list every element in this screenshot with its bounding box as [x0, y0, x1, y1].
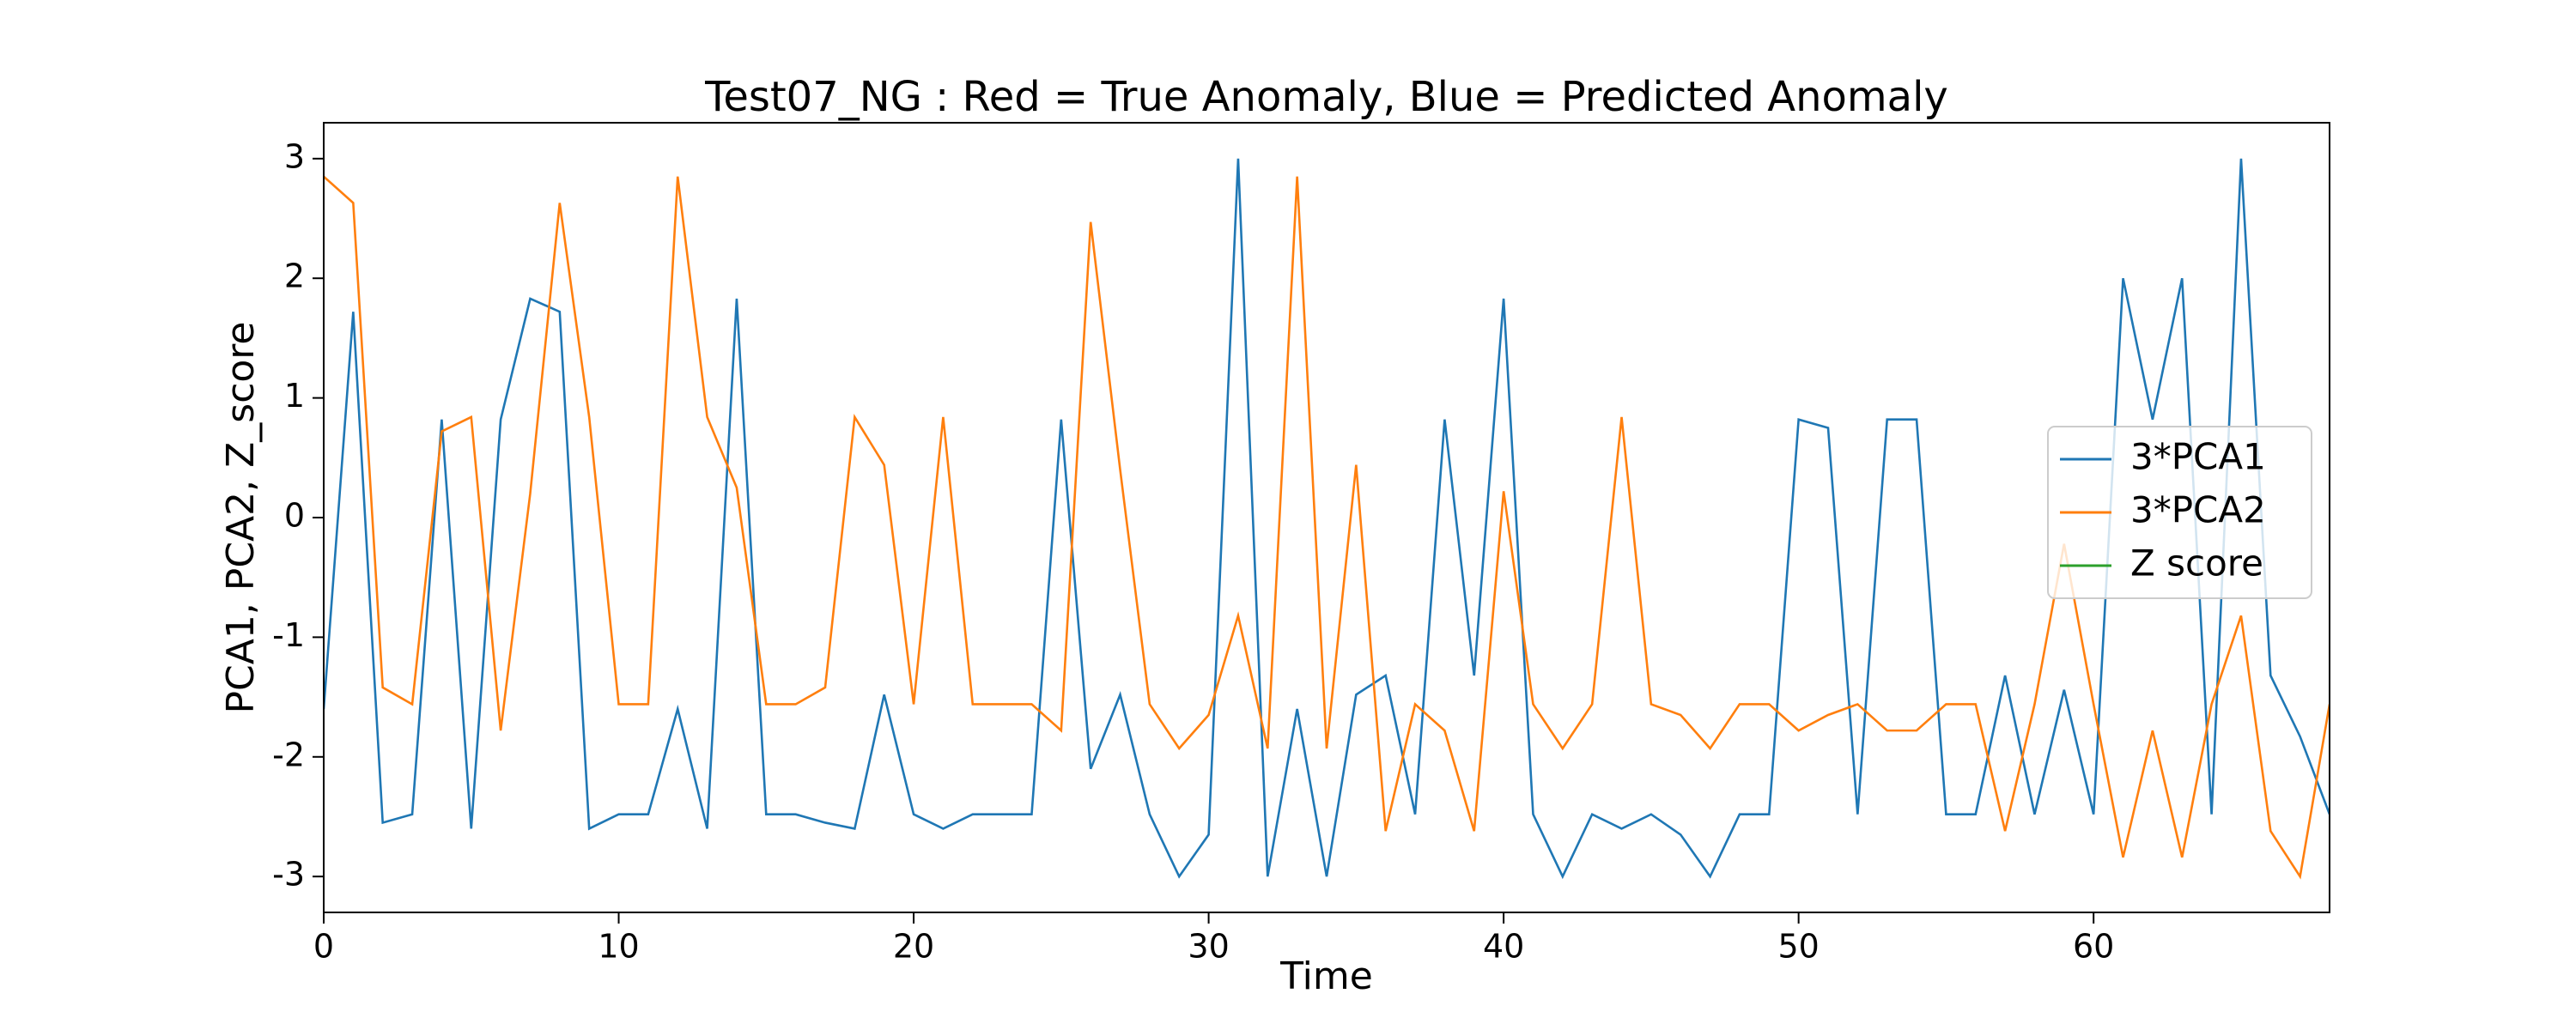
x-tick-label: 0 [313, 928, 334, 966]
legend-label: Z score [2130, 542, 2263, 585]
x-tick-label: 40 [1483, 928, 1524, 966]
x-tick-label: 60 [2073, 928, 2114, 966]
legend-label: 3*PCA1 [2130, 436, 2266, 478]
legend-box [2047, 426, 2312, 599]
legend-label: 3*PCA2 [2130, 489, 2266, 531]
series-line [324, 175, 2330, 880]
chart-title: Test07_NG : Red = True Anomaly, Blue = P… [704, 73, 1948, 121]
x-tick-label: 30 [1188, 928, 1229, 966]
x-tick-label: 50 [1777, 928, 1819, 966]
y-tick-label: 3 [284, 137, 305, 175]
y-axis-label: PCA1, PCA2, Z_score [219, 321, 263, 713]
plot-frame [323, 122, 2330, 913]
y-tick-label: -3 [272, 856, 305, 894]
x-axis-label: Time [1279, 954, 1373, 998]
y-tick-label: 2 [284, 258, 305, 295]
y-tick-label: -2 [272, 736, 305, 773]
y-tick-label: -1 [272, 616, 305, 654]
series-line [324, 158, 2330, 880]
x-tick-label: 10 [598, 928, 639, 966]
y-tick-label: 0 [284, 497, 305, 535]
y-tick-label: 1 [284, 377, 305, 415]
x-tick-label: 20 [893, 928, 934, 966]
